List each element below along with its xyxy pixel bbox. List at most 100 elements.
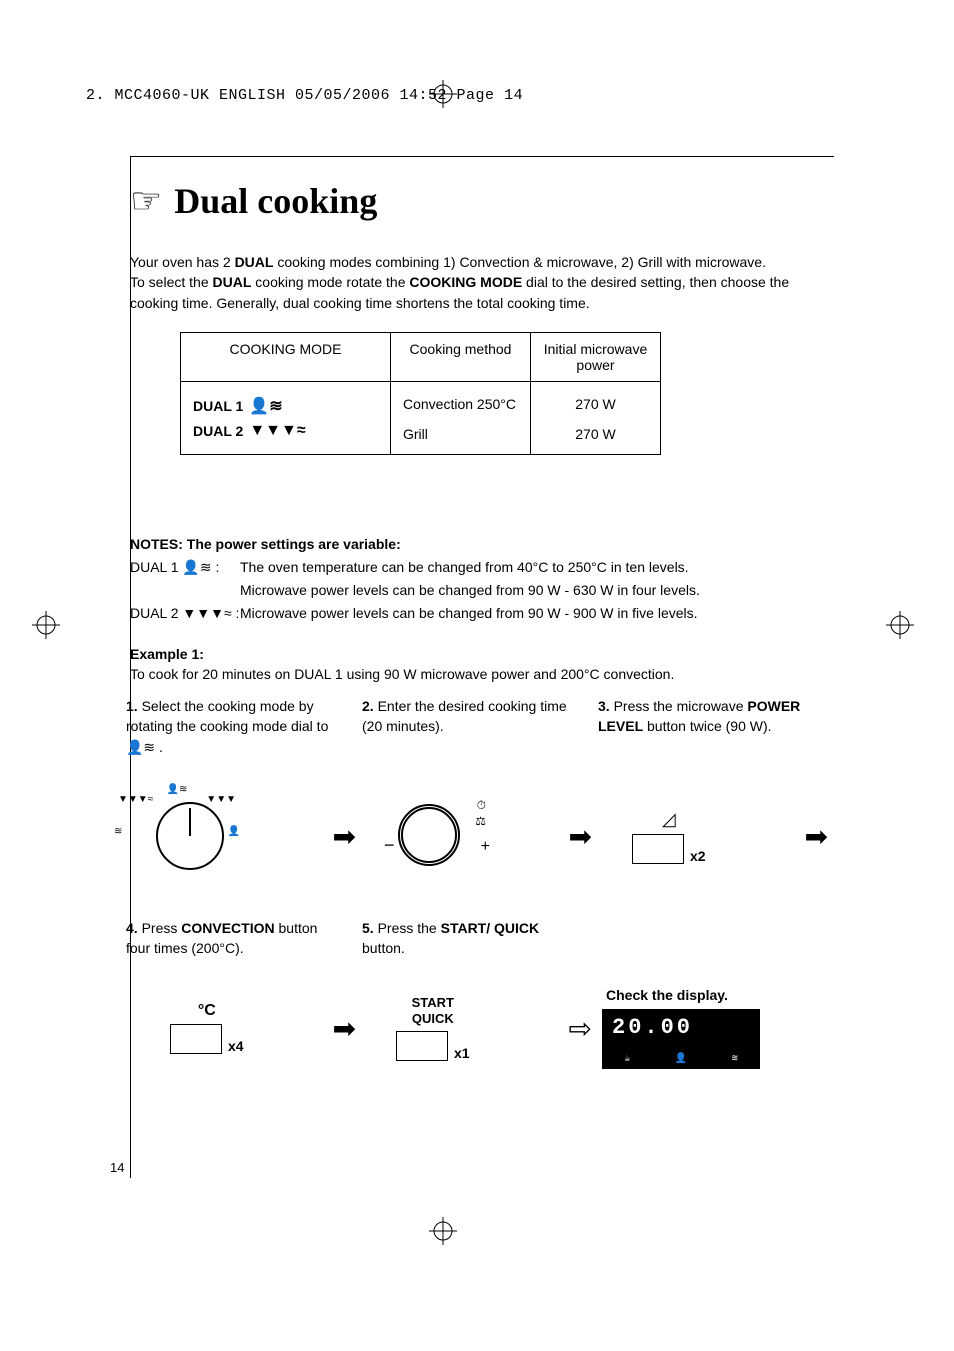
step-bold: CONVECTION <box>181 920 274 936</box>
diagram-timer: − + ⏱ ⚖ ➡ <box>366 800 602 872</box>
td-powers: 270 W 270 W <box>531 382 661 455</box>
note-label: DUAL 1 👤≋ : <box>130 557 240 578</box>
diagram-display: Check the display. 20.00 ☕ 👤 ≋ <box>602 987 838 1069</box>
mode-label: DUAL 1 <box>193 398 243 414</box>
dial-label-icon: 👤 <box>228 826 240 837</box>
convection-icon: 👤 <box>675 1053 687 1065</box>
step-4: 4. Press CONVECTION button four times (2… <box>126 918 362 959</box>
note-label: DUAL 2 ▼▼▼≈ : <box>130 603 240 624</box>
note-text: Microwave power levels can be changed fr… <box>240 580 830 601</box>
th-method: Cooking method <box>391 333 531 382</box>
arrow-right-icon: ➡ <box>569 820 592 853</box>
weight-icon: ⚖ <box>475 814 486 828</box>
td-modes: DUAL 1 👤≋ DUAL 2 ▼▼▼≈ <box>181 382 391 455</box>
power-text: 270 W <box>543 426 648 442</box>
example-section: Example 1: To cook for 20 minutes on DUA… <box>130 644 830 685</box>
dial-label-icon: 👤≋ <box>167 784 188 795</box>
step-text: button twice (90 W). <box>643 718 771 734</box>
notes-heading: NOTES: The power settings are variable: <box>130 534 830 555</box>
arrow-outline-icon: ⇨ <box>569 1012 592 1045</box>
td-methods: Convection 250°C Grill <box>391 382 531 455</box>
display-status-icons: ☕ 👤 ≋ <box>602 1053 760 1065</box>
intro-bold: COOKING MODE <box>409 274 522 290</box>
table-body-row: DUAL 1 👤≋ DUAL 2 ▼▼▼≈ Convection 250°C G… <box>181 382 661 455</box>
step-5: 5. Press the START/ QUICK button. <box>362 918 598 959</box>
step-3: 3. Press the microwave POWER LEVEL butto… <box>598 696 834 757</box>
diagram-row-1: 👤≋ ▼▼▼≈ ≋ 👤 ▼▼▼ ➡ − + ⏱ ⚖ ➡ ◿ x2 ➡ <box>130 786 840 886</box>
step-2: 2. Enter the desired cooking time (20 mi… <box>362 696 598 757</box>
plus-icon: + <box>481 838 490 856</box>
microwave-icon: ≋ <box>732 1053 738 1065</box>
intro-text: Your oven has 2 <box>130 254 235 270</box>
step-text: Enter the desired cooking time (20 minut… <box>362 698 567 734</box>
step-1: 1. Select the cooking mode by rotating t… <box>126 696 362 757</box>
intro-text: cooking mode rotate the <box>251 274 409 290</box>
crop-mark-right <box>886 611 914 639</box>
dual1-icon: 👤≋ <box>126 739 155 755</box>
steps-row-1: 1. Select the cooking mode by rotating t… <box>126 696 836 757</box>
pointing-hand-icon: ☞ <box>130 180 162 222</box>
table-header-row: COOKING MODE Cooking method Initial micr… <box>181 333 661 382</box>
convection-button <box>170 1024 222 1054</box>
note-name: DUAL 2 <box>130 605 179 621</box>
diagram-dial: 👤≋ ▼▼▼≈ ≋ 👤 ▼▼▼ ➡ <box>130 802 366 870</box>
steps-row-2: 4. Press CONVECTION button four times (2… <box>126 918 836 959</box>
diagram-start-button: START QUICK x1 ⇨ <box>366 995 602 1060</box>
arrow-right-icon: ➡ <box>333 820 356 853</box>
clock-icon: ⏱ <box>477 798 486 813</box>
diagram-convection-button: °C x4 ➡ <box>130 1002 366 1054</box>
note-text: Microwave power levels can be changed fr… <box>240 603 830 624</box>
arrow-right-icon: ➡ <box>805 820 828 853</box>
ramp-icon: ◿ <box>662 809 676 830</box>
step-text: Press <box>138 920 182 936</box>
step-number: 2. <box>362 698 374 714</box>
print-header: 2. MCC4060-UK ENGLISH 05/05/2006 14:52 P… <box>86 87 523 104</box>
celsius-icon: °C <box>198 1002 216 1020</box>
start-quick-button <box>396 1031 448 1061</box>
start-label: START <box>412 995 454 1011</box>
minus-icon: − <box>384 835 395 856</box>
th-power: Initial microwave power <box>531 333 661 382</box>
dual1-icon: 👤≋ <box>249 396 282 416</box>
example-intro: To cook for 20 minutes on DUAL 1 using 9… <box>130 664 830 684</box>
timer-dial <box>398 804 460 866</box>
page-title-row: ☞ Dual cooking <box>130 180 377 222</box>
intro-paragraph: Your oven has 2 DUAL cooking modes combi… <box>130 252 830 313</box>
note-label-empty <box>130 580 240 601</box>
dual1-icon: 👤≋ <box>182 559 211 575</box>
method-text: Grill <box>403 426 518 442</box>
quick-label: QUICK <box>412 1011 454 1027</box>
display-time: 20.00 <box>612 1015 750 1040</box>
dial-label-icon: ▼▼▼ <box>206 794 236 805</box>
dial-label-icon: ▼▼▼≈ <box>118 794 153 805</box>
intro-text: cooking modes combining 1) Convection & … <box>273 254 766 270</box>
display-caption: Check the display. <box>606 987 728 1003</box>
diagram-power-button: ◿ x2 ➡ <box>602 809 838 864</box>
note-name: DUAL 1 <box>130 559 179 575</box>
dual2-icon: ▼▼▼≈ <box>249 422 305 440</box>
diagram-row-2: °C x4 ➡ START QUICK x1 ⇨ Check the displ… <box>130 978 840 1078</box>
example-heading: Example 1: <box>130 644 830 664</box>
notes-section: NOTES: The power settings are variable: … <box>130 534 830 624</box>
press-count: x2 <box>690 848 706 864</box>
power-level-button <box>632 834 684 864</box>
crop-mark-left <box>32 611 60 639</box>
step-number: 3. <box>598 698 610 714</box>
dual2-icon: ▼▼▼≈ <box>182 605 231 621</box>
oven-display: 20.00 ☕ 👤 ≋ <box>602 1009 760 1069</box>
step-text: Select the cooking mode by rotating the … <box>126 698 328 734</box>
power-text: 270 W <box>543 396 648 412</box>
step-bold: START/ QUICK <box>441 920 540 936</box>
dial-labels: 👤≋ ▼▼▼≈ ≋ 👤 ▼▼▼ <box>116 788 238 884</box>
press-count: x1 <box>454 1045 470 1061</box>
dial-label-icon: ≋ <box>114 826 122 837</box>
page-title: Dual cooking <box>174 180 377 222</box>
th-mode: COOKING MODE <box>181 333 391 382</box>
step-number: 4. <box>126 920 138 936</box>
method-text: Convection 250°C <box>403 396 518 412</box>
arrow-right-icon: ➡ <box>333 1012 356 1045</box>
cook-icon: ☕ <box>624 1053 630 1065</box>
cooking-mode-table: COOKING MODE Cooking method Initial micr… <box>180 332 661 455</box>
step-text: Press the microwave <box>610 698 748 714</box>
press-count: x4 <box>228 1038 244 1054</box>
